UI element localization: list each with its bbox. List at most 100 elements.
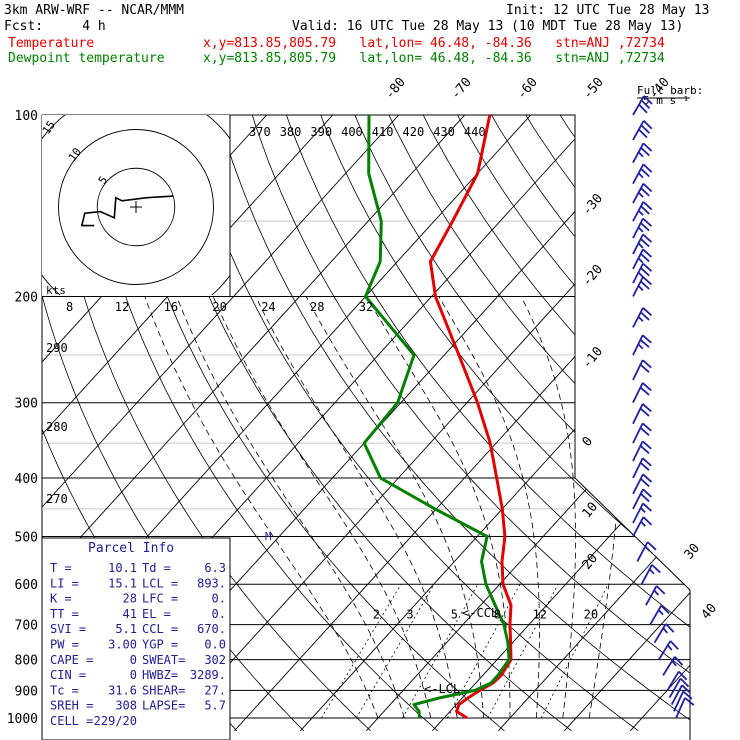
wind-barb-flag (642, 276, 653, 286)
wind-barb-flag (642, 457, 652, 467)
temperature-location: x,y=813.85,805.79 lat,lon= 46.48, -84.36… (203, 36, 665, 51)
moist-adiabat (588, 296, 621, 719)
wind-barb-staff (632, 263, 644, 284)
dry-adiabat (210, 115, 690, 732)
isotherm-label: -20 (580, 262, 607, 290)
wind-barb-flag (640, 493, 650, 503)
wind-barb-flag (642, 382, 652, 392)
wind-barb-flag (640, 478, 650, 488)
wind-barb (632, 422, 652, 444)
hodograph-speed-label-20: 20 (212, 300, 226, 314)
wind-barb-flag (642, 473, 653, 483)
theta-label-380: 380 (280, 125, 302, 139)
wind-barb (632, 248, 653, 270)
pressure-tick-700: 700 (15, 619, 38, 634)
parcel-value: 31.6 (108, 683, 137, 697)
wind-barb-staff (632, 163, 645, 185)
parcel-key: SWEAT= (142, 653, 185, 667)
isotherm-label: -80 (382, 75, 409, 103)
wind-barb-half (648, 568, 655, 575)
pressure-tick-600: 600 (15, 578, 38, 593)
theta-label-370: 370 (249, 125, 271, 139)
mixing-ratio-line (447, 584, 521, 719)
wind-barb-staff (668, 678, 682, 699)
parcel-info-box: Parcel Info T = 10.1 Td = 6.3 LI = 15.1 LCL = 89… (41, 537, 231, 740)
mixing-ratio-label-2: 2 (373, 608, 380, 622)
wind-barb-staff (632, 422, 644, 444)
parcel-value: 229/20 (94, 714, 137, 728)
parcel-value: 0 (130, 668, 137, 682)
wind-barb (636, 541, 657, 562)
parcel-key: K = (50, 592, 72, 606)
dewpoint-trace (362, 115, 511, 719)
hodograph-speed-label-32: 32 (359, 300, 373, 314)
wind-barb-flag (640, 253, 650, 263)
mixing-ratio-label-12: 12 (533, 608, 547, 622)
wind-barb (662, 656, 684, 676)
wind-barb-staff (632, 382, 644, 404)
wind-barb-flag (639, 339, 650, 348)
wind-barb-staff (632, 120, 645, 141)
wind-barb-flag (639, 407, 650, 417)
pressure-tick-100: 100 (15, 109, 38, 124)
wind-barb (640, 564, 661, 585)
wind-barb-flag (643, 120, 653, 130)
wind-barb-half (637, 271, 644, 278)
mixing-ratio-line (540, 584, 609, 719)
wind-barb-staff (632, 473, 644, 495)
parcel-value: 41 (123, 607, 137, 621)
moist-adiabat (520, 296, 576, 719)
wind-barb (632, 201, 653, 222)
wind-barb-flag (642, 201, 653, 211)
parcel-key: SREH = (50, 699, 93, 713)
temperature-trace (428, 115, 513, 720)
wind-barb-half (637, 209, 644, 216)
wind-barb-flag (638, 103, 648, 114)
isotherm (564, 115, 690, 732)
model-title: 3km ARW-WRF -- NCAR/MMM (4, 3, 185, 18)
parcel-value: 27. (204, 683, 226, 697)
wind-barb-staff (632, 457, 644, 479)
parcel-key: CELL = (50, 714, 93, 728)
wind-barb-staff (632, 233, 644, 255)
wind-barb-flag (642, 307, 653, 317)
wind-barb (632, 403, 652, 425)
moist-adiabat (366, 296, 511, 718)
pressure-tick-500: 500 (15, 530, 38, 545)
parcel-value: 3289. (190, 668, 226, 682)
wind-barb-flag (642, 142, 653, 152)
parcel-value: 10.1 (108, 561, 137, 575)
dry-adiabat (475, 115, 690, 732)
pressure-tick-900: 900 (15, 684, 38, 699)
wind-barb-staff (632, 276, 644, 297)
isotherm-label: 0 (580, 434, 597, 450)
moist-adiabat (212, 296, 432, 719)
dry-adiabat (708, 87, 740, 730)
dry-adiabat (143, 115, 572, 732)
el-marker: M (265, 530, 272, 543)
parcel-value: 0 (130, 653, 137, 667)
wind-barb-flag (669, 640, 679, 650)
mixing-ratio-line (355, 584, 435, 719)
temperature-legend: Temperature (8, 36, 95, 51)
wind-barb-flag (640, 222, 650, 232)
wind-barb-flag (679, 677, 690, 688)
dry-adiabat (309, 115, 690, 732)
moist-adiabat (176, 296, 405, 719)
wind-barb-staff (632, 359, 644, 381)
wind-barb-staff (670, 684, 683, 706)
parcel-value: 3.00 (108, 638, 137, 652)
wind-barb (632, 276, 653, 297)
wind-barb (645, 585, 666, 606)
dry-adiabat (641, 115, 690, 732)
wind-barb-half (640, 507, 646, 513)
wind-barb (632, 473, 653, 495)
wind-barb (675, 697, 695, 719)
parcel-key: LCL = (142, 576, 178, 590)
hodograph-ring (58, 129, 214, 285)
wind-barb-flag (639, 462, 650, 471)
wind-barb-staff (675, 697, 686, 719)
isotherm-label: 40 (699, 601, 721, 623)
dry-adiabat (608, 115, 690, 732)
